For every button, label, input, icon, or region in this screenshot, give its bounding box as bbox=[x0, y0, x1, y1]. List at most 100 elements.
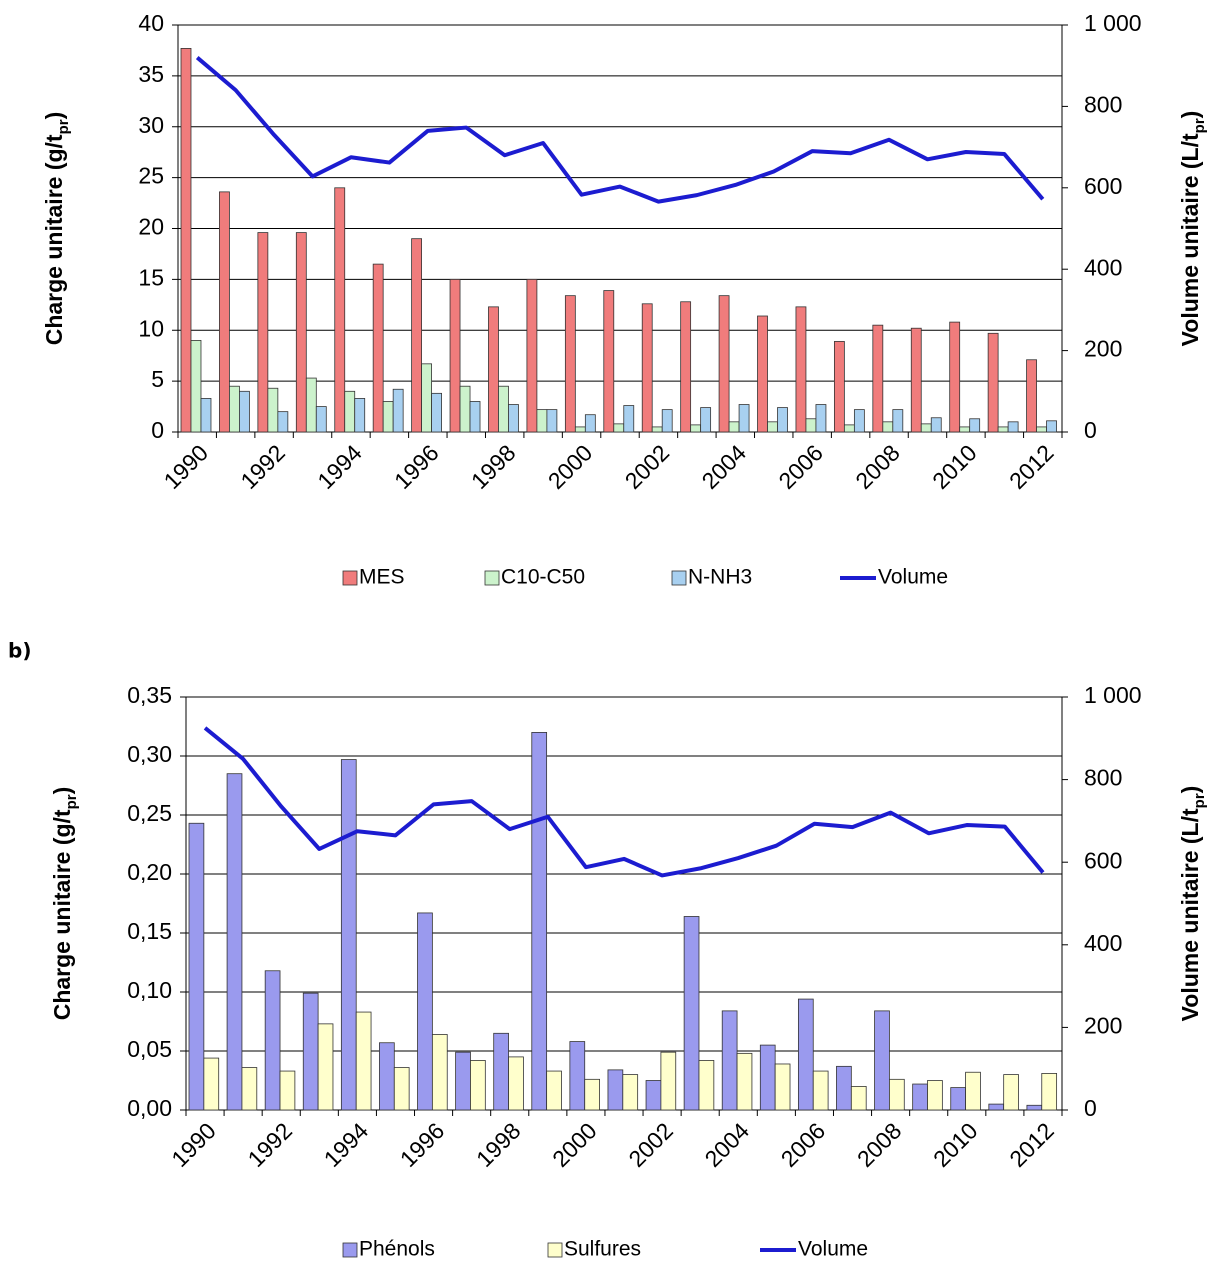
axis-title-part: Charge unitaire (g/t bbox=[49, 809, 75, 1020]
bar bbox=[997, 426, 1009, 433]
bar bbox=[882, 421, 894, 433]
bar bbox=[949, 321, 961, 433]
bar bbox=[622, 1074, 639, 1111]
bar bbox=[797, 998, 814, 1111]
x-tick-label: 1994 bbox=[312, 439, 367, 494]
bar bbox=[302, 992, 319, 1111]
bar bbox=[546, 409, 558, 433]
bar bbox=[623, 405, 635, 433]
x-tick-label: 1992 bbox=[235, 439, 290, 494]
x-tick-label: 2008 bbox=[852, 1117, 907, 1172]
bar bbox=[279, 1070, 296, 1111]
y2-tick-label: 600 bbox=[1084, 173, 1122, 199]
bar bbox=[340, 759, 357, 1111]
y2-tick-label: 0 bbox=[1084, 417, 1097, 443]
y-tick-label: 0,10 bbox=[127, 977, 172, 1003]
axis-title-part: Charge unitaire (g/t bbox=[41, 134, 67, 345]
bar bbox=[459, 385, 471, 433]
bar bbox=[372, 263, 384, 433]
bar bbox=[680, 301, 692, 433]
bar bbox=[315, 406, 327, 433]
bar bbox=[910, 327, 922, 433]
x-tick-label: 2006 bbox=[776, 1117, 831, 1172]
y-tick-label: 35 bbox=[138, 61, 164, 87]
bar bbox=[853, 409, 865, 433]
bar bbox=[295, 232, 307, 433]
bar bbox=[889, 1078, 905, 1111]
chart-panel: b) 0,00 0,05 0,10 0,15 0,20 0,25 0,30 0,35 0 200 40… bbox=[8, 639, 1208, 1261]
bar bbox=[815, 404, 827, 433]
legend-swatch bbox=[342, 1242, 358, 1258]
bar bbox=[546, 1070, 562, 1111]
y-tick-label: 40 bbox=[138, 10, 164, 36]
x-tick-label: 1990 bbox=[158, 439, 213, 494]
y2-tick-label: 200 bbox=[1084, 1012, 1122, 1038]
bar bbox=[641, 303, 653, 433]
axis-title-part: Volume unitaire (L/t bbox=[1177, 133, 1203, 346]
x-tick-label: 2002 bbox=[623, 1117, 678, 1172]
bar bbox=[574, 426, 586, 433]
y2-tick-label: 400 bbox=[1084, 930, 1122, 956]
y2-tick-label: 800 bbox=[1084, 765, 1122, 791]
bar bbox=[613, 423, 625, 433]
x-tick-label: 1996 bbox=[389, 439, 444, 494]
y-axis-title: Charge unitaire (g/tpr) bbox=[49, 787, 80, 1021]
legend-swatch bbox=[671, 570, 687, 586]
x-tick-label: 2010 bbox=[927, 439, 982, 494]
x-tick-label: 1996 bbox=[395, 1117, 450, 1172]
bar bbox=[1036, 426, 1047, 433]
bar bbox=[683, 916, 700, 1111]
bar bbox=[892, 409, 904, 433]
bar bbox=[660, 1051, 677, 1111]
bar bbox=[190, 340, 202, 433]
bar bbox=[455, 1051, 471, 1111]
y-tick-label: 0,20 bbox=[127, 859, 172, 885]
y2-tick-label: 1 000 bbox=[1084, 682, 1142, 708]
bar bbox=[569, 1041, 586, 1111]
y-tick-label: 0 bbox=[151, 417, 164, 443]
bar bbox=[843, 424, 855, 433]
y-tick-label: 20 bbox=[138, 214, 164, 240]
line-series bbox=[195, 56, 1045, 204]
bar bbox=[277, 411, 289, 433]
axis-title-part: ) bbox=[1177, 786, 1203, 794]
x-tick-label: 2006 bbox=[773, 439, 828, 494]
axis-title-part: Volume unitaire (L/t bbox=[1177, 808, 1203, 1021]
bar bbox=[493, 1032, 509, 1111]
x-tick-label: 1998 bbox=[471, 1117, 526, 1172]
legend-swatch bbox=[547, 1242, 563, 1258]
bar bbox=[188, 822, 205, 1111]
bar bbox=[421, 363, 432, 433]
y-tick-label: 0,30 bbox=[127, 741, 172, 767]
y2-axis-title: Volume unitaire (L/tpr) bbox=[1177, 786, 1208, 1022]
legend-label: N-NH3 bbox=[688, 566, 752, 589]
x-tick-label: 2000 bbox=[547, 1117, 602, 1172]
bar bbox=[508, 1056, 524, 1111]
bar bbox=[411, 238, 423, 433]
bar bbox=[805, 418, 817, 433]
axis-title-part: pr bbox=[1191, 118, 1208, 133]
bar bbox=[718, 295, 730, 433]
bar bbox=[651, 426, 663, 433]
y-tick-label: 0,05 bbox=[127, 1036, 172, 1062]
bar bbox=[449, 278, 461, 433]
bar bbox=[354, 398, 366, 433]
y-tick-label: 0,15 bbox=[127, 918, 172, 944]
bar bbox=[969, 418, 981, 433]
bar bbox=[759, 1044, 776, 1111]
x-tick-label: 2004 bbox=[700, 1117, 755, 1172]
y-tick-label: 0,35 bbox=[127, 682, 172, 708]
bar bbox=[531, 732, 548, 1111]
y2-tick-label: 200 bbox=[1084, 336, 1122, 362]
legend-label: Volume bbox=[798, 1238, 868, 1261]
line-series bbox=[203, 726, 1045, 878]
y2-tick-label: 800 bbox=[1084, 91, 1122, 117]
bar bbox=[264, 970, 281, 1111]
bar bbox=[392, 388, 404, 433]
bar bbox=[836, 1065, 852, 1111]
bar bbox=[317, 1023, 334, 1111]
y2-tick-label: 1 000 bbox=[1084, 10, 1142, 36]
panel-label: b) bbox=[8, 639, 31, 663]
bar bbox=[488, 306, 499, 433]
x-tick-label: 2012 bbox=[1004, 1117, 1059, 1172]
